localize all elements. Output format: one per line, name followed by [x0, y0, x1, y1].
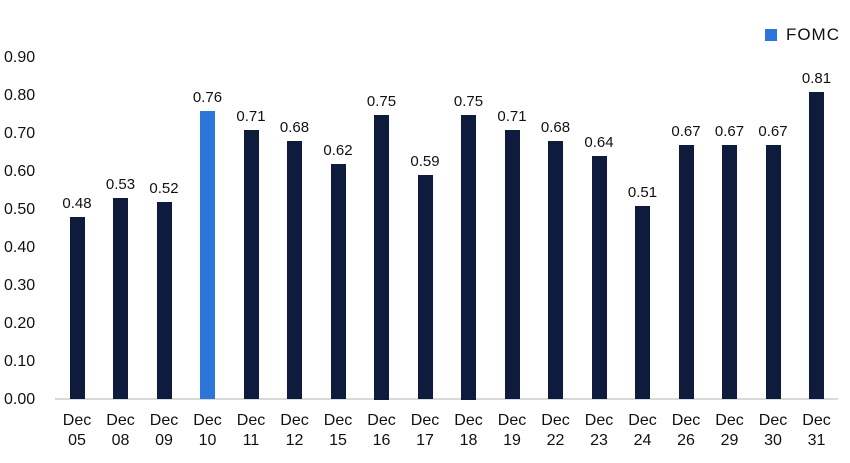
bar-value-label: 0.71: [236, 107, 266, 125]
fomc-legend-swatch: [764, 29, 777, 41]
y-axis-tick-label: 0.10: [4, 352, 36, 370]
x-axis-line: [55, 398, 838, 400]
x-axis-label: Dec 23: [584, 412, 614, 449]
y-axis-tick-label: 0.00: [4, 390, 36, 408]
bar-dec-15: [330, 163, 346, 400]
x-axis-label: Dec 11: [236, 412, 266, 449]
bar-value-label: 0.76: [192, 88, 223, 106]
bar-value-label: 0.59: [410, 153, 440, 171]
x-axis-label: Dec 16: [367, 412, 396, 449]
x-axis-label: Dec 15: [323, 412, 353, 449]
x-axis-label: Dec 31: [802, 412, 831, 449]
x-axis-label: Dec 05: [62, 412, 92, 449]
bar-dec-17: [417, 175, 433, 400]
bar-value-label: 0.81: [801, 69, 832, 87]
bar-dec-30: [765, 144, 781, 400]
y-axis-tick-label: 0.80: [4, 86, 36, 104]
bar-dec-29: [722, 144, 737, 400]
bar-dec-18: [461, 114, 476, 400]
bar-value-label: 0.67: [714, 122, 745, 140]
bar-value-label: 0.52: [149, 179, 179, 197]
bar-dec-19: [504, 129, 520, 400]
x-axis-label: Dec 08: [106, 412, 135, 449]
bar-dec-16: [374, 114, 389, 400]
bar-dec-24: [635, 205, 650, 400]
y-axis-tick-label: 0.50: [4, 200, 36, 218]
x-axis-label: Dec 17: [410, 412, 440, 449]
bar-dec-23: [591, 156, 607, 400]
y-axis-tick-label: 0.40: [4, 238, 36, 256]
x-axis-label: Dec 19: [497, 412, 527, 449]
y-axis-tick-label: 0.30: [4, 276, 36, 294]
bar-value-label: 0.48: [62, 195, 92, 213]
x-axis-label: Dec 29: [715, 412, 744, 449]
x-axis-label: Dec 26: [671, 412, 701, 449]
x-axis-label: Dec 10: [193, 412, 222, 449]
bar-value-label: 0.51: [627, 183, 658, 201]
bar-dec-11: [243, 129, 259, 400]
bar-value-label: 0.67: [758, 122, 788, 140]
y-axis-tick-label: 0.70: [4, 124, 36, 142]
bar-value-label: 0.75: [453, 92, 484, 110]
fomc-bar-dec-10: [200, 110, 215, 400]
bar-dec-09: [156, 201, 172, 400]
bar-dec-08: [113, 198, 128, 400]
fomc-legend-label: FOMC: [785, 25, 840, 44]
x-axis-label: Dec 24: [628, 412, 657, 449]
x-axis-label: Dec 18: [454, 412, 483, 449]
bar-value-label: 0.67: [671, 122, 701, 140]
bar-value-label: 0.53: [105, 176, 136, 194]
bar-value-label: 0.71: [497, 107, 527, 125]
bar-dec-05: [69, 217, 85, 400]
bar-value-label: 0.62: [323, 141, 353, 159]
y-axis-tick-label: 0.20: [4, 314, 36, 332]
legend: FOMC: [764, 25, 840, 45]
x-axis-label: Dec 12: [280, 412, 309, 449]
bar-value-label: 0.75: [366, 92, 397, 110]
y-axis-tick-label: 0.90: [4, 48, 36, 66]
bar-value-label: 0.68: [279, 119, 310, 137]
bar-value-label: 0.68: [540, 119, 571, 137]
x-axis-label: Dec 22: [541, 412, 570, 449]
bar-dec-12: [287, 141, 302, 400]
x-axis-label: Dec 09: [149, 412, 179, 449]
x-axis-label: Dec 30: [758, 412, 788, 449]
bar-value-label: 0.64: [584, 134, 614, 152]
bar-dec-31: [809, 91, 824, 400]
bar-dec-26: [678, 144, 694, 400]
y-axis-tick-label: 0.60: [4, 162, 36, 180]
bar-dec-22: [548, 141, 563, 400]
